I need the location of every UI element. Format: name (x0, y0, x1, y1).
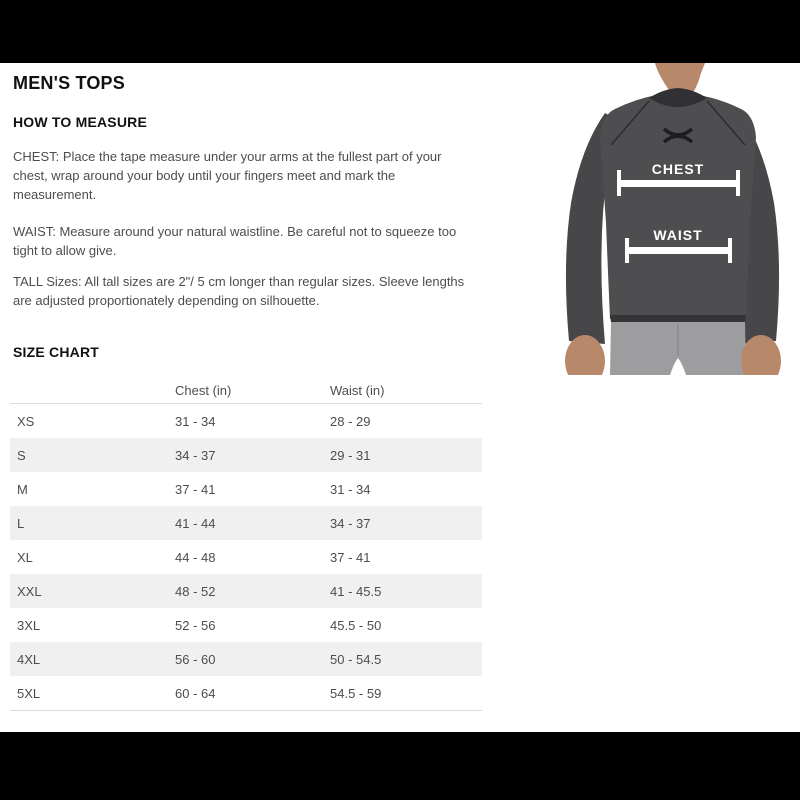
table-header-row: Chest (in) Waist (in) (10, 377, 482, 404)
size-cell: XXL (17, 583, 42, 599)
shirt-collar (649, 88, 707, 107)
shirt-left-sleeve (565, 113, 623, 344)
size-cell: S (17, 447, 26, 463)
table-row: 5XL 60 - 64 54.5 - 59 (10, 676, 482, 711)
waist-instructions: WAIST: Measure around your natural waist… (13, 224, 457, 258)
column-header-size (10, 377, 175, 404)
size-cell: 3XL (17, 617, 41, 633)
size-cell: XS (17, 413, 35, 429)
waist-measure-label: WAIST (653, 227, 702, 243)
size-cell: 5XL (17, 685, 41, 701)
chest-cell: 60 - 64 (175, 685, 216, 701)
size-chart-heading: SIZE CHART (13, 344, 99, 360)
waist-measure-bar (625, 238, 732, 263)
chest-cell: 52 - 56 (175, 617, 216, 633)
chest-cell: 56 - 60 (175, 651, 216, 667)
letterbox-top (0, 0, 800, 63)
chest-cell: 31 - 34 (175, 413, 216, 429)
shorts-waistband (610, 315, 746, 322)
table-row: 4XL 56 - 60 50 - 54.5 (10, 642, 482, 676)
table-row: 3XL 52 - 56 45.5 - 50 (10, 608, 482, 642)
waist-cell: 45.5 - 50 (330, 617, 382, 633)
column-header-waist: Waist (in) (330, 377, 482, 404)
chest-instructions: CHEST: Place the tape measure under your… (13, 149, 442, 202)
chest-cell: 48 - 52 (175, 583, 216, 599)
model-left-hand (565, 335, 605, 375)
size-chart-table: Chest (in) Waist (in) XS 31 - 34 28 - 29… (10, 377, 482, 711)
waist-cell: 34 - 37 (330, 515, 371, 531)
size-cell: 4XL (17, 651, 41, 667)
model-right-hand (741, 335, 781, 375)
table-row: L 41 - 44 34 - 37 (10, 506, 482, 540)
waist-cell: 54.5 - 59 (330, 685, 382, 701)
shirt-seam (610, 100, 650, 146)
tall-sizes-note: TALL Sizes: All tall sizes are 2"/ 5 cm … (13, 274, 465, 308)
waist-cell: 37 - 41 (330, 549, 371, 565)
chest-cell: 34 - 37 (175, 447, 216, 463)
size-cell: XL (17, 549, 33, 565)
model-illustration: CHEST WAIST (565, 63, 781, 375)
table-row: XXL 48 - 52 41 - 45.5 (10, 574, 482, 608)
table-row: XS 31 - 34 28 - 29 (10, 404, 482, 439)
chest-cell: 44 - 48 (175, 549, 216, 565)
table-row: S 34 - 37 29 - 31 (10, 438, 482, 472)
under-armour-logo-icon (662, 127, 694, 144)
chest-cell: 41 - 44 (175, 515, 216, 531)
size-cell: M (17, 481, 28, 497)
waist-cell: 29 - 31 (330, 447, 371, 463)
shirt-right-sleeve (722, 113, 780, 344)
size-cell: L (17, 515, 25, 531)
table-row: XL 44 - 48 37 - 41 (10, 540, 482, 574)
column-header-chest: Chest (in) (175, 377, 330, 404)
table-row: M 37 - 41 31 - 34 (10, 472, 482, 506)
page-title: MEN'S TOPS (13, 73, 125, 93)
shirt-seam (706, 100, 746, 146)
measurement-model-photo: CHEST WAIST (545, 63, 800, 375)
chest-cell: 37 - 41 (175, 481, 216, 497)
chest-measure-label: CHEST (652, 161, 704, 177)
waist-cell: 50 - 54.5 (330, 651, 382, 667)
chest-measure-bar (617, 170, 740, 196)
letterbox-bottom (0, 732, 800, 800)
size-guide-page: MEN'S TOPS HOW TO MEASURE CHEST: Place t… (0, 63, 800, 732)
waist-cell: 41 - 45.5 (330, 583, 382, 599)
shirt-torso (600, 93, 756, 319)
how-to-measure-heading: HOW TO MEASURE (13, 114, 147, 130)
waist-cell: 28 - 29 (330, 413, 371, 429)
waist-cell: 31 - 34 (330, 481, 371, 497)
